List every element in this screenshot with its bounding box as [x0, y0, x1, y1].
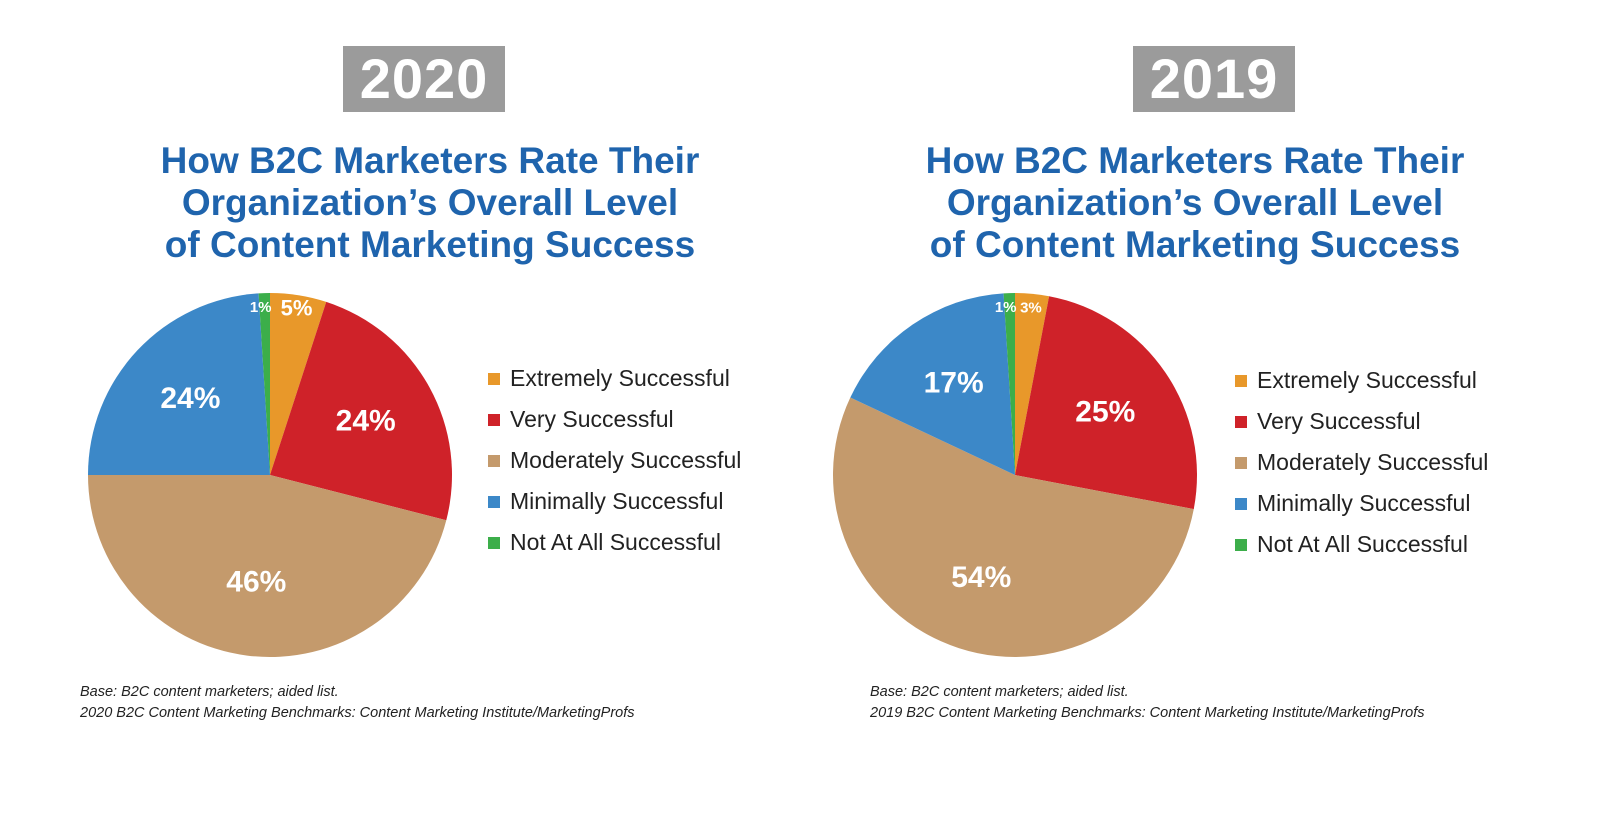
- pie-label-minimally-successful: 24%: [160, 382, 220, 415]
- legend-swatch: [488, 495, 500, 508]
- legend-label: Extremely Successful: [510, 365, 730, 391]
- footnote: Base: B2C content marketers; aided list.…: [80, 682, 635, 724]
- pie-slice-very-successful: [270, 301, 452, 521]
- pie-label-minimally-successful: 17%: [924, 367, 984, 400]
- legend-swatch: [1235, 374, 1247, 387]
- legend-label: Extremely Successful: [1257, 367, 1477, 393]
- legend-swatch: [1235, 456, 1247, 469]
- pie-slice-moderately-successful: [88, 475, 447, 658]
- pie-chart-2019: 3% 25% 54% 17% 1%: [833, 293, 1197, 657]
- pie-slice-moderately-successful: [833, 397, 1194, 657]
- pie-label-extremely-successful: 3%: [1020, 299, 1042, 316]
- chart-title: How B2C Marketers Rate Their Organizatio…: [110, 140, 750, 266]
- year-badge: 2020: [343, 46, 505, 112]
- legend-item-not-at-all-successful: Not At All Successful: [488, 522, 741, 563]
- pie-label-very-successful: 24%: [336, 404, 396, 437]
- legend-label: Very Successful: [510, 406, 674, 432]
- legend-swatch: [488, 372, 500, 385]
- footnote-line: Base: B2C content marketers; aided list.: [870, 684, 1129, 700]
- legend-label: Not At All Successful: [1257, 531, 1468, 557]
- legend-item-very-successful: Very Successful: [488, 399, 741, 440]
- chart-title-line: Organization’s Overall Level: [181, 182, 679, 223]
- chart-panel-2020: 2020 How B2C Marketers Rate Their Organi…: [80, 46, 750, 724]
- pie-label-moderately-successful: 46%: [226, 565, 286, 598]
- legend-item-extremely-successful: Extremely Successful: [1235, 360, 1488, 401]
- footnote-line: 2019 B2C Content Marketing Benchmarks: C…: [870, 705, 1425, 721]
- legend-item-very-successful: Very Successful: [1235, 401, 1488, 442]
- legend-label: Very Successful: [1257, 408, 1421, 434]
- chart-panel-2019: 2019 How B2C Marketers Rate Their Organi…: [780, 0, 1580, 818]
- pie-slice-not-at-all-successful: [1003, 293, 1015, 475]
- chart-title-line: How B2C Marketers Rate Their: [925, 140, 1465, 181]
- legend-label: Minimally Successful: [1257, 490, 1471, 516]
- chart-title-line: of Content Marketing Success: [164, 224, 696, 265]
- chart-title-line: of Content Marketing Success: [929, 224, 1461, 265]
- chart-title: How B2C Marketers Rate Their Organizatio…: [875, 140, 1515, 266]
- footnote-line: 2020 B2C Content Marketing Benchmarks: C…: [80, 705, 635, 721]
- pie-slice-minimally-successful: [850, 293, 1015, 475]
- legend-swatch: [1235, 497, 1247, 510]
- legend-swatch: [488, 413, 500, 426]
- legend-item-minimally-successful: Minimally Successful: [1235, 483, 1488, 524]
- year-badge: 2019: [1133, 46, 1295, 112]
- legend-swatch: [488, 536, 500, 549]
- legend: Extremely Successful Very Successful Mod…: [488, 358, 741, 563]
- pie-label-moderately-successful: 54%: [951, 561, 1011, 594]
- pie-chart-2020: 5% 24% 46% 24% 1%: [88, 293, 452, 658]
- chart-title-line: How B2C Marketers Rate Their: [160, 140, 700, 181]
- legend: Extremely Successful Very Successful Mod…: [1235, 360, 1488, 565]
- legend-item-moderately-successful: Moderately Successful: [488, 440, 741, 481]
- legend-label: Minimally Successful: [510, 488, 724, 514]
- legend-label: Not At All Successful: [510, 529, 721, 555]
- chart-title-line: Organization’s Overall Level: [946, 182, 1444, 223]
- pie-label-not-at-all-successful: 1%: [250, 299, 272, 316]
- pie-slice-extremely-successful: [1015, 293, 1050, 475]
- pie-label-extremely-successful: 5%: [281, 296, 313, 321]
- legend-label: Moderately Successful: [510, 447, 742, 473]
- legend-swatch: [1235, 538, 1247, 551]
- legend-swatch: [488, 454, 500, 467]
- pie-slice-very-successful: [1015, 296, 1197, 510]
- legend-swatch: [1235, 415, 1247, 428]
- pie-slice-extremely-successful: [270, 293, 327, 475]
- legend-item-minimally-successful: Minimally Successful: [488, 481, 741, 522]
- pie-label-very-successful: 25%: [1075, 396, 1135, 429]
- pie-label-not-at-all-successful: 1%: [995, 299, 1017, 316]
- legend-item-moderately-successful: Moderately Successful: [1235, 442, 1488, 483]
- legend-label: Moderately Successful: [1257, 449, 1489, 475]
- legend-item-not-at-all-successful: Not At All Successful: [1235, 524, 1488, 565]
- legend-item-extremely-successful: Extremely Successful: [488, 358, 741, 399]
- footnote-line: Base: B2C content marketers; aided list.: [80, 684, 339, 700]
- pie-slice-minimally-successful: [88, 293, 270, 475]
- footnote: Base: B2C content marketers; aided list.…: [870, 682, 1425, 724]
- pie-slice-not-at-all-successful: [258, 293, 270, 475]
